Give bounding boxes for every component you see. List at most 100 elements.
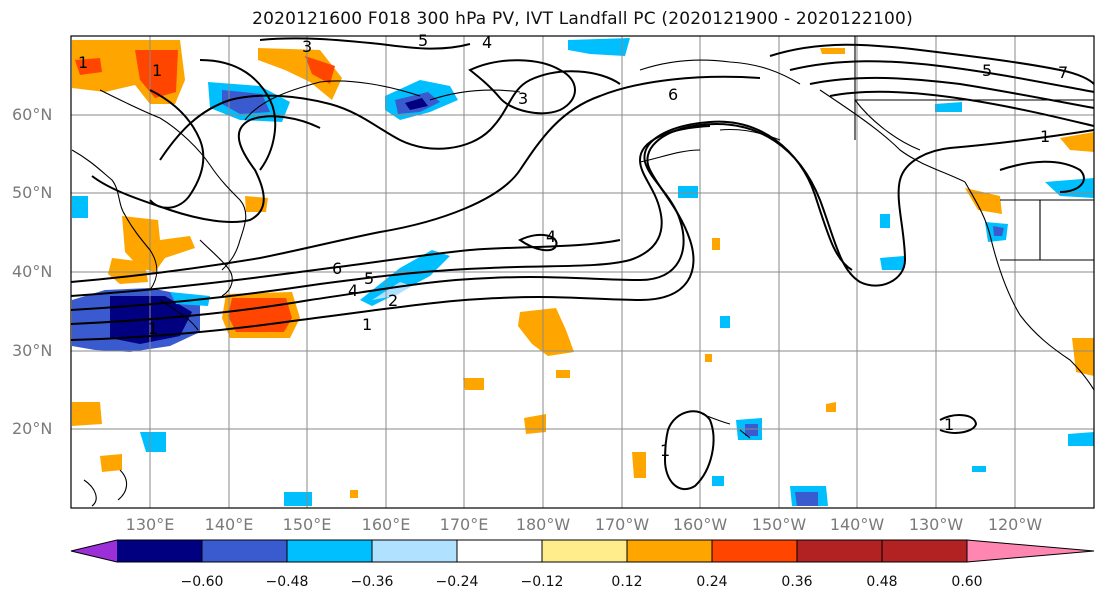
- lon-label: 120°W: [987, 515, 1043, 534]
- shade-patch: [405, 98, 428, 110]
- contour-label: 3: [302, 37, 312, 56]
- colorbar-cell: [117, 540, 202, 562]
- colorbar-cell: [287, 540, 372, 562]
- contour-label: 1: [148, 319, 158, 338]
- colorbar-extend-left: [71, 540, 117, 562]
- shade-patch: [350, 490, 358, 498]
- contour-label: 5: [364, 269, 374, 288]
- pc-shading: [72, 38, 1094, 506]
- contour-label: 1: [78, 53, 88, 72]
- shade-patch: [993, 226, 1004, 236]
- shade-patch: [880, 214, 890, 228]
- contour-label: 4: [546, 227, 556, 246]
- shade-patch: [826, 402, 836, 412]
- contour-label: 1: [660, 441, 670, 460]
- colorbar-cell: [627, 540, 712, 562]
- shade-patch: [135, 50, 178, 98]
- pv-contour: [663, 410, 715, 490]
- lat-label: 60°N: [12, 105, 53, 124]
- pv-contour: [70, 123, 1095, 341]
- shade-patch: [568, 38, 630, 56]
- shade-patch: [122, 216, 195, 272]
- contour-label: 6: [668, 85, 678, 104]
- lat-label: 30°N: [12, 341, 53, 360]
- contour-label: 1: [362, 315, 372, 334]
- pv-contour: [149, 89, 205, 209]
- colorbar-tick-label: 0.36: [781, 574, 813, 590]
- colorbar-tick-label: −0.36: [350, 574, 394, 590]
- shade-patch: [712, 476, 724, 486]
- lon-label: 140°E: [204, 515, 254, 534]
- colorbar-tick-label: −0.48: [265, 574, 309, 590]
- shade-patch: [140, 432, 166, 452]
- shade-patch: [518, 308, 574, 356]
- shade-patch: [820, 48, 845, 54]
- pv-contour: [70, 239, 621, 297]
- colorbar: [70, 539, 1095, 563]
- pv-contour: [999, 160, 1085, 193]
- colorbar-cell: [542, 540, 627, 562]
- shade-patch: [705, 354, 712, 362]
- pv-contour: [70, 125, 711, 311]
- pv-contour: [70, 75, 761, 283]
- lat-label: 40°N: [12, 262, 53, 281]
- lon-label: 150°E: [282, 515, 332, 534]
- pv-contour: [769, 43, 1095, 85]
- colorbar-tick-label: −0.24: [435, 574, 479, 590]
- shade-patch: [720, 316, 730, 328]
- pv-contour: [789, 60, 1095, 93]
- lon-label: 170°E: [439, 515, 489, 534]
- shade-patch: [1060, 132, 1094, 152]
- shade-patch: [745, 424, 758, 436]
- shade-patch: [795, 492, 818, 506]
- shade-patch: [632, 452, 646, 478]
- shade-patch: [880, 256, 904, 270]
- colorbar-tick-label: 0.48: [866, 574, 898, 590]
- pv-contour: [809, 76, 1095, 109]
- shade-patch: [972, 466, 986, 472]
- contour-label: 5: [982, 61, 992, 80]
- contour-label: 6: [332, 259, 342, 278]
- shade-patch: [75, 58, 102, 75]
- pv-contour: [70, 120, 853, 325]
- shade-patch: [305, 56, 335, 84]
- colorbar-tick-label: −0.12: [520, 574, 564, 590]
- shade-patch: [965, 188, 1002, 214]
- pv-contour: [159, 70, 621, 161]
- colorbar-cell: [202, 540, 287, 562]
- colorbar-cell: [797, 540, 882, 562]
- colorbar-extend-right: [967, 540, 1094, 562]
- lon-label: 130°E: [125, 515, 175, 534]
- map-border: [70, 35, 1095, 509]
- contour-label: 5: [418, 31, 428, 50]
- pv-contour: [518, 233, 558, 252]
- lon-label: 180°W: [515, 515, 571, 534]
- shade-patch: [1072, 338, 1094, 376]
- contour-label: 1: [1040, 127, 1050, 146]
- pv-contour: [939, 414, 978, 434]
- shade-patch: [360, 250, 450, 306]
- shade-patch: [72, 402, 102, 426]
- colorbar-tick-label: 0.24: [696, 574, 728, 590]
- contour-label: 1: [152, 61, 162, 80]
- shade-patch: [228, 298, 292, 332]
- pv-contour: [829, 90, 1095, 127]
- contour-label: 2: [388, 291, 398, 310]
- lat-label: 20°N: [12, 419, 53, 438]
- lon-label: 130°W: [908, 515, 964, 534]
- contour-label: 7: [1058, 63, 1068, 82]
- colorbar-tick-label: 0.60: [951, 574, 983, 590]
- shade-patch: [935, 102, 962, 112]
- lat-label: 50°N: [12, 183, 53, 202]
- pv-contour: [468, 59, 576, 115]
- colorbar-cell: [457, 540, 542, 562]
- contour-label: 1: [944, 415, 954, 434]
- colorbar-tick-label: 0.12: [611, 574, 643, 590]
- shade-patch: [678, 186, 698, 198]
- shade-patch: [463, 378, 484, 390]
- pv-contour: [199, 59, 277, 171]
- lon-label: 170°W: [594, 515, 650, 534]
- colorbar-cell: [372, 540, 457, 562]
- lon-label: 160°E: [361, 515, 411, 534]
- contour-label: 4: [482, 33, 492, 52]
